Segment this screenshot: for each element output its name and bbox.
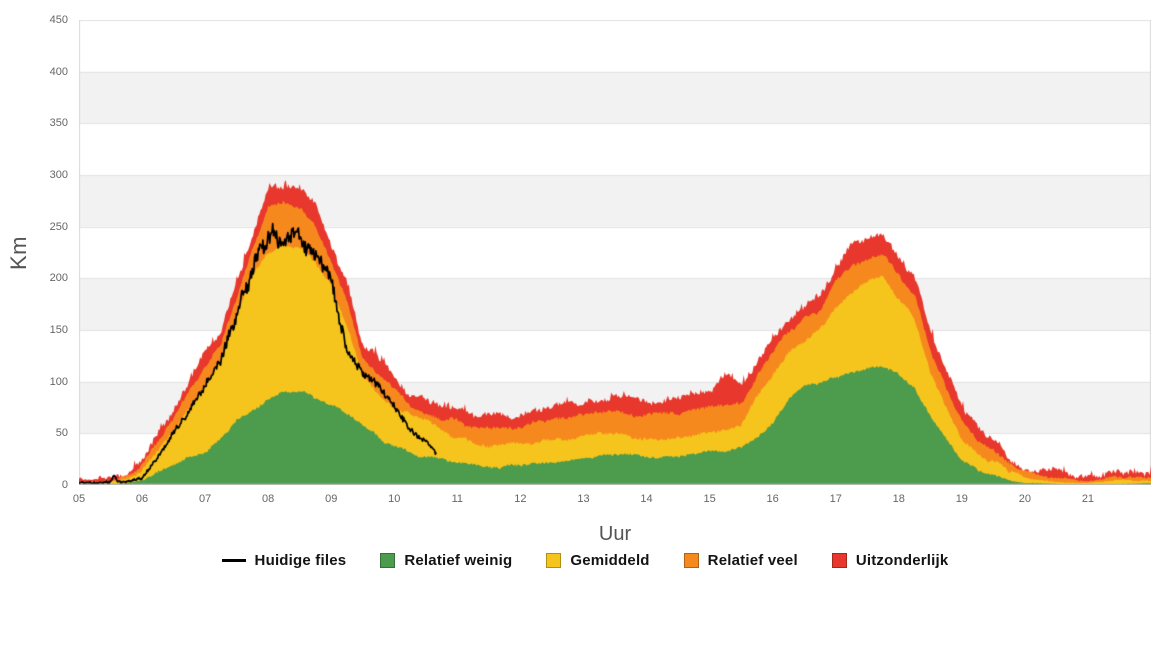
legend-label: Huidige files bbox=[254, 552, 347, 569]
x-tick-label: 06 bbox=[135, 493, 149, 505]
legend-item-uitzonderlijk[interactable]: Uitzonderlijk bbox=[831, 552, 949, 569]
x-tick-label: 10 bbox=[388, 493, 401, 505]
legend-label: Uitzonderlijk bbox=[855, 552, 949, 569]
x-tick-label: 14 bbox=[640, 493, 653, 505]
y-tick-label: 450 bbox=[49, 14, 68, 26]
legend-item-gemiddeld[interactable]: Gemiddeld bbox=[546, 552, 649, 569]
legend-label: Relatief weinig bbox=[404, 552, 513, 569]
x-tick-label: 07 bbox=[198, 493, 212, 505]
legend-label: Gemiddeld bbox=[570, 552, 650, 569]
chart-legend: Huidige files Relatief weinig Gemiddeld Rel… bbox=[0, 552, 1170, 569]
legend-item-relatief-veel[interactable]: Relatief veel bbox=[683, 552, 798, 569]
x-axis-title: Uur bbox=[598, 523, 632, 545]
legend-color-swatch bbox=[546, 553, 562, 568]
legend-item-huidige-files[interactable]: Huidige files bbox=[221, 552, 347, 569]
x-tick-label: 19 bbox=[955, 493, 968, 505]
x-tick-label: 21 bbox=[1081, 493, 1095, 505]
legend-label: Relatief veel bbox=[707, 552, 798, 569]
x-tick-label: 20 bbox=[1018, 493, 1031, 505]
legend-color-swatch bbox=[831, 553, 847, 568]
y-tick-label: 150 bbox=[49, 324, 68, 336]
legend-item-relatief-weinig[interactable]: Relatief weinig bbox=[380, 552, 512, 569]
y-tick-label: 300 bbox=[49, 169, 68, 181]
x-tick-label: 17 bbox=[829, 493, 842, 505]
y-tick-label: 100 bbox=[49, 375, 68, 388]
x-tick-label: 13 bbox=[577, 493, 590, 505]
x-tick-label: 11 bbox=[451, 493, 464, 505]
y-tick-label: 200 bbox=[49, 272, 68, 285]
y-tick-label: 50 bbox=[55, 427, 68, 440]
x-tick-label: 09 bbox=[325, 493, 338, 505]
x-tick-label: 05 bbox=[72, 493, 86, 505]
legend-color-swatch bbox=[380, 553, 396, 568]
x-tick-label: 08 bbox=[262, 493, 275, 505]
legend-line-swatch bbox=[221, 559, 246, 562]
y-tick-label: 400 bbox=[49, 65, 68, 78]
x-tick-label: 18 bbox=[892, 493, 905, 505]
x-tick-label: 15 bbox=[703, 493, 716, 505]
y-axis-title: Km bbox=[6, 236, 31, 270]
y-tick-label: 250 bbox=[49, 220, 68, 233]
y-tick-label: 350 bbox=[49, 117, 68, 130]
x-tick-label: 16 bbox=[766, 493, 779, 505]
legend-color-swatch bbox=[683, 553, 699, 568]
y-tick-label: 0 bbox=[61, 479, 68, 491]
chart-plot-canvas[interactable] bbox=[79, 20, 1151, 485]
x-tick-label: 12 bbox=[514, 493, 527, 505]
